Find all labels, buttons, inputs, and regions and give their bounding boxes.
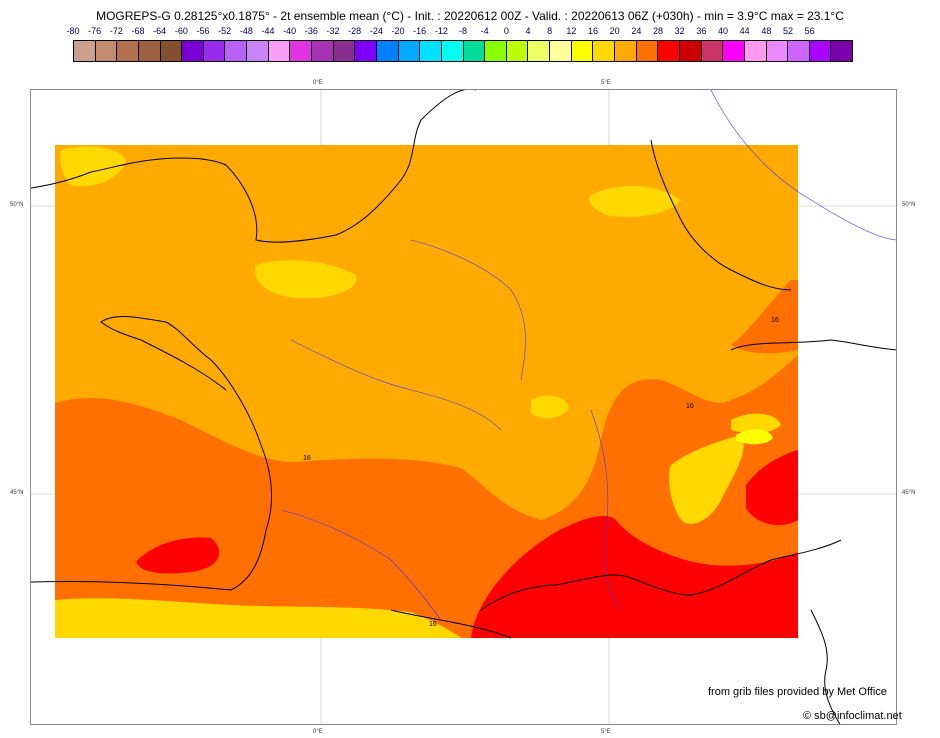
contour-labels: 16 16 16 16 [303, 317, 779, 628]
colorbar-tick-label: -68 [131, 26, 145, 36]
copyright-credit[interactable]: © sb@infoclimat.net [803, 710, 902, 722]
colorbar-swatch [766, 41, 789, 61]
colorbar-tick-label: -20 [391, 26, 405, 36]
colorbar-swatch [290, 41, 313, 61]
colorbar-swatch [636, 41, 659, 61]
colorbar-swatch [831, 41, 853, 61]
lat-label-left-50n: 50°N [10, 202, 24, 208]
colorbar-swatch [312, 41, 334, 61]
colorbar-tick-label: 48 [761, 26, 772, 36]
colorbar-swatch [333, 41, 356, 61]
colorbar-swatch [571, 41, 594, 61]
field-8-12 [55, 146, 781, 638]
colorbar-tick-label: 4 [525, 26, 531, 36]
colorbar-tick-label: 40 [717, 26, 729, 36]
colorbar-tick-label: -56 [196, 26, 210, 36]
colorbar-tick-label: -76 [88, 26, 102, 36]
lat-label-right-45n: 45°N [902, 490, 916, 496]
colorbar-swatch [485, 41, 507, 61]
colorbar-swatch [788, 41, 810, 61]
lat-label-right-50n: 50°N [902, 202, 916, 208]
colorbar-swatch [528, 41, 551, 61]
lat-label-left-45n: 45°N [10, 490, 24, 496]
colorbar-tick-label: 32 [674, 26, 685, 36]
temperature-map[interactable]: 16 16 16 16 [31, 90, 897, 725]
colorbar-swatch [203, 41, 226, 61]
colorbar-tick-label: -24 [369, 26, 383, 36]
colorbar-tick-label: 20 [609, 26, 620, 36]
colorbar-swatch [355, 41, 377, 61]
colorbar-swatch [420, 41, 442, 61]
colorbar-swatch [160, 41, 183, 61]
colorbar-swatch [809, 41, 832, 61]
colorbar-swatch [658, 41, 680, 61]
colorbar [73, 40, 853, 62]
colorbar-swatch [182, 41, 204, 61]
coastlines [31, 90, 896, 724]
colorbar-tick-label: -4 [480, 26, 489, 36]
colorbar-tick-label: -32 [326, 26, 340, 36]
colorbar-swatch [247, 41, 269, 61]
colorbar-tick-labels: -80 -76 -72 -68 -64 -60 -56 -52 -48 -44 -40 -36 -32-… [0, 26, 940, 38]
contour-label: 16 [303, 455, 311, 462]
rivers [280, 90, 896, 621]
colorbar-tick-label: -60 [174, 26, 188, 36]
colorbar-tick-label: 36 [696, 26, 707, 36]
colorbar-swatch [679, 41, 702, 61]
colorbar-swatch [117, 41, 139, 61]
colorbar-tick-label: 16 [587, 26, 599, 36]
colorbar-tick-label: -72 [109, 26, 123, 36]
lon-label-top-0e: 0°E [313, 80, 323, 86]
colorbar-swatch [376, 41, 399, 61]
colorbar-swatch [593, 41, 616, 61]
colorbar-tick-label: -28 [348, 26, 362, 36]
colorbar-tick-label: 8 [547, 26, 553, 36]
colorbar-swatch [74, 41, 96, 61]
colorbar-swatch [723, 41, 745, 61]
colorbar-tick-label: -80 [66, 26, 80, 36]
colorbar-tick-label: 12 [566, 26, 577, 36]
contour-label: 16 [771, 317, 779, 324]
colorbar-swatch [225, 41, 248, 61]
colorbar-swatch [615, 41, 637, 61]
colorbar-swatch [701, 41, 724, 61]
colorbar-tick-label: -36 [304, 26, 318, 36]
field-20-24 [136, 450, 798, 638]
colorbar-tick-label: -64 [153, 26, 167, 36]
colorbar-tick-label: -48 [239, 26, 253, 36]
colorbar-tick-label: -16 [413, 26, 427, 36]
field-4-8 [736, 429, 773, 445]
source-credit: from grib files provided by Met Office [708, 686, 887, 698]
colorbar-swatch [268, 41, 291, 61]
colorbar-tick-label: -8 [458, 26, 468, 36]
colorbar-tick-label: 56 [804, 26, 815, 36]
colorbar-swatch [550, 41, 572, 61]
colorbar-tick-label: 44 [739, 26, 750, 36]
lon-label-top-5e: 5°E [601, 80, 611, 86]
colorbar-tick-label: 0 [503, 26, 509, 36]
colorbar-swatch [463, 41, 486, 61]
colorbar-swatch [95, 41, 118, 61]
colorbar-tick-label: 24 [631, 26, 642, 36]
colorbar-swatch [744, 41, 767, 61]
contour-label: 16 [429, 621, 437, 628]
colorbar-tick-label: -40 [283, 26, 297, 36]
colorbar-tick-label: -52 [218, 26, 232, 36]
colorbar-tick-label: 28 [652, 26, 664, 36]
colorbar-swatch [441, 41, 464, 61]
colorbar-swatch [398, 41, 421, 61]
map-title: MOGREPS-G 0.28125°x0.1875° - 2t ensemble… [96, 9, 844, 23]
colorbar-swatch [506, 41, 529, 61]
map-frame[interactable]: 16 16 16 16 [30, 89, 897, 725]
lon-label-bottom-0e: 0°E [313, 729, 323, 735]
colorbar-tick-label: 52 [782, 26, 794, 36]
colorbar-tick-label: -12 [434, 26, 448, 36]
colorbar-swatch [138, 41, 161, 61]
lon-label-bottom-5e: 5°E [601, 729, 611, 735]
colorbar-tick-label: -44 [261, 26, 275, 36]
contour-label: 16 [686, 403, 694, 410]
